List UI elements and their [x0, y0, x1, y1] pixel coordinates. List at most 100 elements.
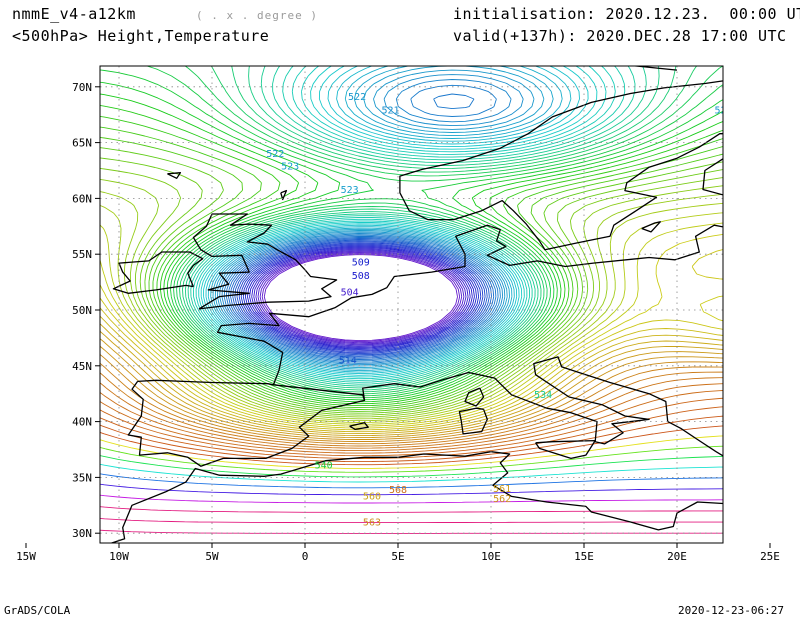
contour-lines — [100, 66, 723, 534]
contour-525 — [210, 66, 563, 372]
contour-519 — [223, 84, 499, 363]
contour-522 — [217, 69, 535, 367]
contour-504 — [255, 250, 467, 346]
contour-label: 521 — [382, 106, 400, 117]
contour-label: 562 — [493, 494, 511, 505]
contour-566 — [100, 377, 723, 449]
contour-537 — [179, 66, 698, 393]
lon-tick-label: 10W — [109, 550, 129, 563]
contour-582 — [100, 529, 723, 534]
contour-506 — [251, 248, 471, 348]
contour-556 — [100, 249, 723, 429]
model-name: nmmE_v4-a12km — [12, 5, 136, 23]
contour-533 — [190, 66, 636, 385]
coast-ireland — [112, 251, 204, 294]
contour-label: 565 — [50, 506, 68, 517]
lon-tick-label: 20E — [667, 550, 687, 563]
contour-label: 504 — [341, 287, 359, 298]
contour-507 — [249, 247, 473, 349]
contour-574 — [100, 445, 723, 473]
coast-iberia — [127, 379, 366, 467]
contour-528 — [203, 66, 589, 376]
lon-tick-label: 15E — [574, 550, 594, 563]
contour-label: 523 — [341, 185, 359, 196]
coast-france-italy — [216, 80, 723, 386]
contour-560 — [100, 330, 723, 437]
contour-526 — [207, 66, 572, 373]
contour-513 — [236, 241, 486, 356]
lat-tick-label: 60N — [72, 192, 92, 205]
contour-567 — [100, 383, 723, 452]
contour-577 — [100, 473, 723, 489]
units-label: ( . x . degree ) — [196, 9, 318, 22]
contour-545 — [100, 126, 723, 409]
contour-label: 522 — [752, 65, 770, 76]
contour-label: 540 — [315, 460, 333, 471]
contour-label: 563 — [363, 517, 381, 528]
contour-551 — [100, 191, 723, 420]
contour-558 — [100, 315, 723, 433]
contour-575 — [100, 455, 723, 478]
contour-532 — [192, 66, 626, 383]
contour-536 — [182, 66, 677, 391]
lon-tick-label: 15W — [16, 550, 36, 563]
contour-515 — [232, 239, 490, 358]
footer-timestamp: 2020-12-23-06:27 — [678, 604, 784, 617]
valid-time: valid(+137h): 2020.DEC.28 17:00 UTC — [453, 27, 787, 45]
lon-tick-label: 0 — [302, 550, 309, 563]
field-title: <500hPa> Height,Temperature — [12, 27, 270, 45]
contour-520 — [221, 79, 512, 364]
contour-562 — [100, 345, 723, 440]
contour-572 — [100, 425, 723, 466]
coast-crete — [744, 471, 794, 479]
contour-label: 522 — [348, 92, 366, 103]
coast-med-north — [109, 356, 723, 543]
contour-501 — [261, 253, 461, 343]
contour-581 — [100, 517, 723, 524]
lon-tick-label: 5W — [205, 550, 219, 563]
contour-label: 523 — [281, 161, 299, 172]
lat-tick-label: 70N — [72, 81, 92, 94]
axis-ticks: 20W15W10W5W05E10E15E20E25E30E35E40E45E30… — [16, 81, 780, 563]
initialisation-time: initialisation: 2020.12.23. 00:00 UTC — [453, 5, 800, 23]
contour-559 — [100, 323, 723, 435]
contour-505 — [253, 249, 469, 347]
contour-521 — [219, 74, 524, 366]
coast-corsica — [464, 387, 485, 407]
coast-iceland — [0, 126, 52, 161]
contour-578 — [100, 483, 723, 496]
contour-label: 514 — [339, 356, 357, 367]
contour-label: 524 — [765, 119, 783, 130]
contour-label: 522 — [266, 149, 284, 160]
coast-sicily — [535, 439, 596, 460]
contour-534 — [187, 66, 647, 387]
contour-labels: 5225215225235235225225245255265255095085… — [50, 65, 783, 528]
contour-550 — [100, 179, 723, 418]
contour-539 — [145, 66, 723, 397]
lat-tick-label: 45N — [72, 360, 92, 373]
lat-tick-label: 50N — [72, 304, 92, 317]
contour-label: 560 — [363, 492, 381, 503]
lat-tick-label: 55N — [72, 248, 92, 261]
contour-508 — [247, 246, 475, 350]
contour-524 — [212, 66, 554, 370]
contour-569 — [100, 397, 723, 457]
coast-svalbard-edge — [629, 66, 678, 71]
contour-label: 560 — [727, 440, 745, 451]
contour-527 — [205, 66, 580, 375]
coast-balearic — [349, 422, 369, 431]
contour-label: 508 — [352, 271, 370, 282]
contour-565 — [100, 371, 723, 447]
contour-516 — [230, 238, 492, 359]
coastlines — [0, 66, 794, 543]
contour-530 — [198, 66, 607, 380]
coast-shetland — [280, 189, 288, 201]
contour-500 — [263, 254, 458, 342]
contour-label: 561 — [493, 484, 511, 495]
lat-tick-label: 65N — [72, 137, 92, 150]
contour-555 — [100, 233, 723, 427]
contour-576 — [100, 463, 723, 483]
contour-554 — [100, 222, 723, 425]
lon-tick-label: 5E — [391, 550, 404, 563]
